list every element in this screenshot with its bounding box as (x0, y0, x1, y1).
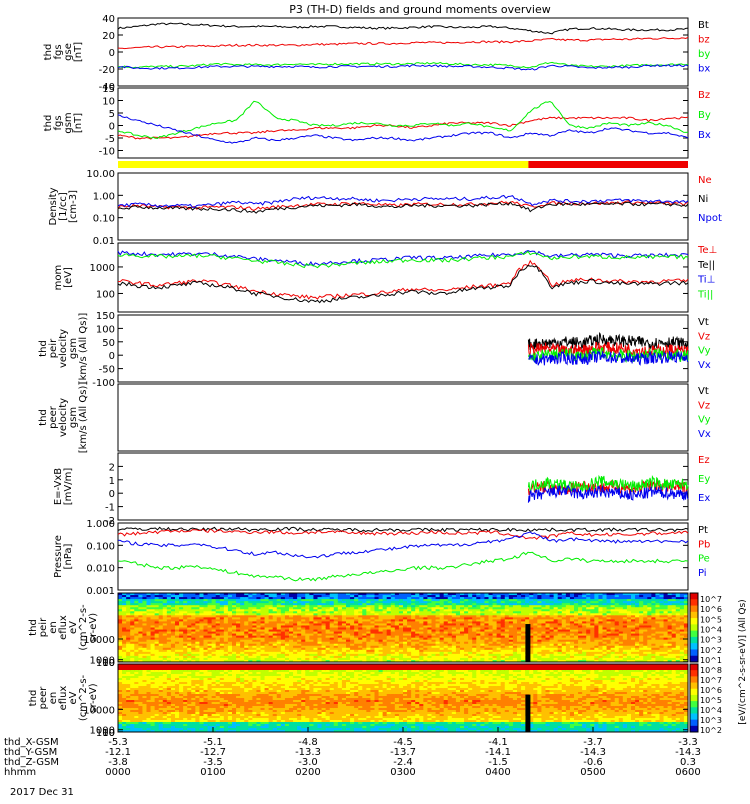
legend-ni: Ni (698, 194, 708, 205)
y-tick-label: -10 (99, 147, 115, 158)
legend-vz: Vz (698, 400, 710, 411)
y-tick-label: -100 (92, 378, 115, 389)
legend-ne: Ne (698, 175, 712, 186)
legend-by: By (698, 110, 711, 121)
legend-te⊥: Te⊥ (697, 245, 717, 256)
y-tick-label: 50 (102, 338, 115, 349)
y-tick-label: 0 (109, 351, 115, 362)
y-tick-label: 0.10 (93, 214, 115, 225)
y-tick-label: 10 (102, 97, 115, 108)
panel-frame (118, 88, 688, 158)
series-line-by (118, 101, 688, 138)
panel-density: 10.001.000.100.01Density[1/cc][cm-3]NeNi… (48, 169, 722, 247)
y-tick-label: 15 (102, 84, 115, 95)
series-line-te⊥ (118, 261, 688, 299)
y-tick-label: -1 (105, 503, 115, 514)
legend-vy: Vy (698, 346, 711, 357)
y-tick-label: 100 (96, 289, 115, 300)
y-axis-label: sr-eV) (88, 613, 99, 642)
series-line-pi (118, 532, 688, 558)
y-tick-label: 1.000 (86, 519, 115, 530)
spectrogram-cells (118, 664, 689, 733)
legend-pt: Pt (698, 525, 708, 536)
y-axis-label: [eV] (63, 267, 74, 288)
legend-ez: Ez (698, 455, 710, 466)
legend-ti||: Ti|| (697, 289, 713, 300)
legend-ti⊥: Ti⊥ (697, 275, 715, 286)
legend-pe: Pe (698, 554, 710, 565)
series-line-bt (118, 23, 688, 34)
legend-ex: Ex (698, 493, 710, 504)
legend-by: by (698, 49, 710, 60)
y-tick-label: 0.100 (86, 541, 115, 552)
y-tick-label: 100 (96, 324, 115, 335)
legend-pb: Pb (698, 539, 710, 550)
y-tick-label: 0 (109, 48, 115, 59)
series-line-ni (118, 202, 688, 213)
y-tick-label: 2 (109, 462, 115, 473)
legend-pi: Pi (698, 568, 707, 579)
y-tick-label: 0.010 (86, 564, 115, 575)
legend-vz: Vz (698, 331, 710, 342)
y-axis-label: [km/s (All Qs)] (78, 382, 89, 454)
y-axis-label: [km/s (All Qs)] (78, 313, 89, 385)
y-axis-label: [cm-3] (68, 190, 79, 223)
legend-bz: Bz (698, 90, 710, 101)
spectrogram-cells (118, 593, 689, 663)
y-tick-label: -20 (99, 65, 115, 76)
y-axis-label: [nPa] (63, 543, 74, 569)
y-tick-label: 20 (102, 31, 115, 42)
series-line-pe (118, 552, 688, 581)
panel-frame (118, 384, 688, 451)
data-gap-stripe (525, 624, 530, 662)
y-tick-label: 0 (109, 122, 115, 133)
y-axis-label: [nT] (73, 113, 84, 133)
y-tick-label: 1.00 (93, 191, 115, 202)
y-tick-label: 0.001 (86, 586, 115, 597)
series-line-bz (118, 117, 688, 139)
series-line-bx (118, 115, 688, 143)
panel-pressure: 1.0000.1000.0100.001Pressure[nPa]PtPbPeP… (53, 519, 710, 597)
legend-npot: Npot (698, 213, 722, 224)
y-tick-label: 40 (102, 14, 115, 25)
series-line-te|| (118, 265, 688, 302)
y-axis-label: [mV/m] (63, 468, 74, 506)
legend-vt: Vt (698, 386, 709, 397)
legend-bx: Bx (698, 130, 711, 141)
legend-vx: Vx (698, 429, 711, 440)
y-axis-label: [nT] (73, 42, 84, 62)
legend-vt: Vt (698, 317, 709, 328)
y-tick-label: -5 (105, 134, 115, 145)
legend-bx: bx (698, 64, 710, 75)
y-tick-label: -50 (99, 365, 115, 376)
y-tick-label: 10.00 (86, 169, 115, 180)
legend-bz: bz (698, 35, 710, 46)
y-tick-label: 1000 (90, 263, 115, 274)
y-tick-label: 1 (109, 476, 115, 487)
y-tick-label: 5 (109, 109, 115, 120)
legend-ey: Ey (698, 474, 710, 485)
series-line-bz (118, 37, 688, 48)
y-tick-label: 0 (109, 489, 115, 500)
chart-title: P3 (TH-D) fields and ground moments over… (289, 3, 551, 16)
y-tick-label: 10 (102, 658, 115, 669)
legend-te||: Te|| (697, 260, 715, 271)
legend-bt: Bt (698, 20, 709, 31)
y-tick-label: 0.01 (93, 236, 115, 247)
y-tick-label: 150 (96, 311, 115, 322)
legend-vy: Vy (698, 415, 711, 426)
legend-vx: Vx (698, 360, 711, 371)
